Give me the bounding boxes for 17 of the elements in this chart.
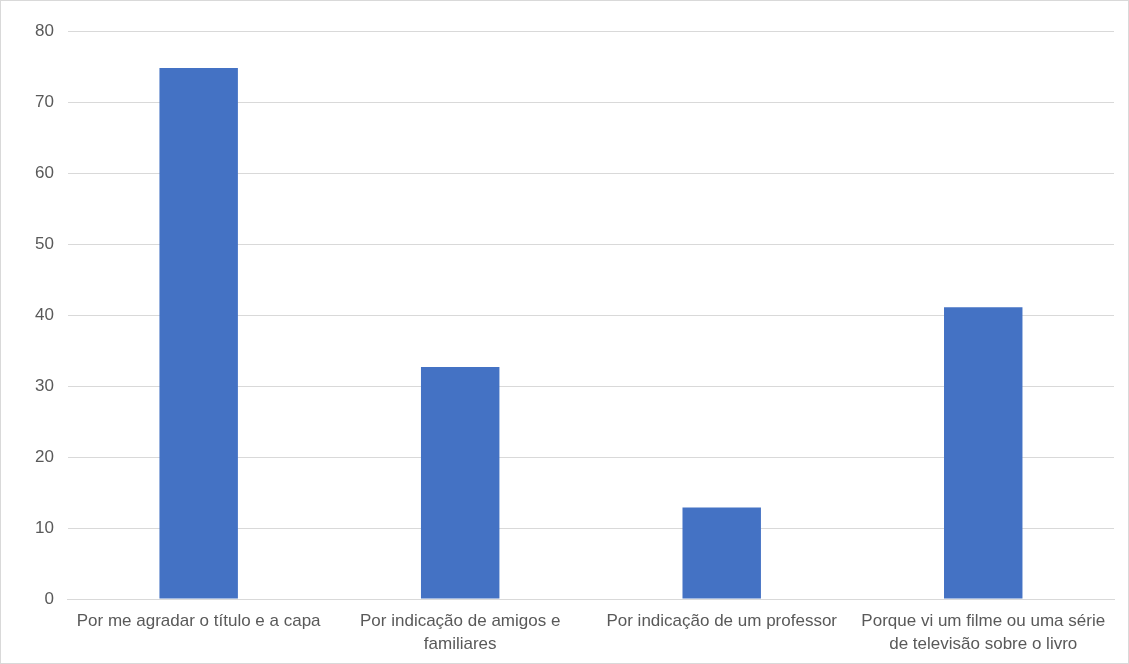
y-tick-label: 80: [34, 20, 54, 40]
bar: [682, 507, 761, 599]
y-tick-label: 40: [34, 304, 54, 324]
y-tick-label: 70: [34, 91, 54, 111]
bar: [159, 67, 238, 599]
y-tick-label: 10: [34, 517, 54, 537]
y-tick-label: 20: [34, 446, 54, 466]
bar: [420, 366, 500, 599]
y-tick-label: 30: [34, 375, 54, 395]
y-tick-label: 0: [44, 588, 54, 608]
x-tick-label: Por me agradar o título e a capa: [76, 611, 322, 631]
y-tick-label: 50: [34, 233, 54, 253]
x-tick-label: Por indicação de um professor: [606, 611, 838, 631]
bar: [944, 307, 1023, 599]
y-tick-label: 60: [34, 162, 54, 182]
x-tick-label: Por indicação de amigos e familiares: [360, 611, 561, 654]
x-tick-label: Porque vi um filme ou uma série de televisão sobre o livro: [861, 611, 1106, 654]
